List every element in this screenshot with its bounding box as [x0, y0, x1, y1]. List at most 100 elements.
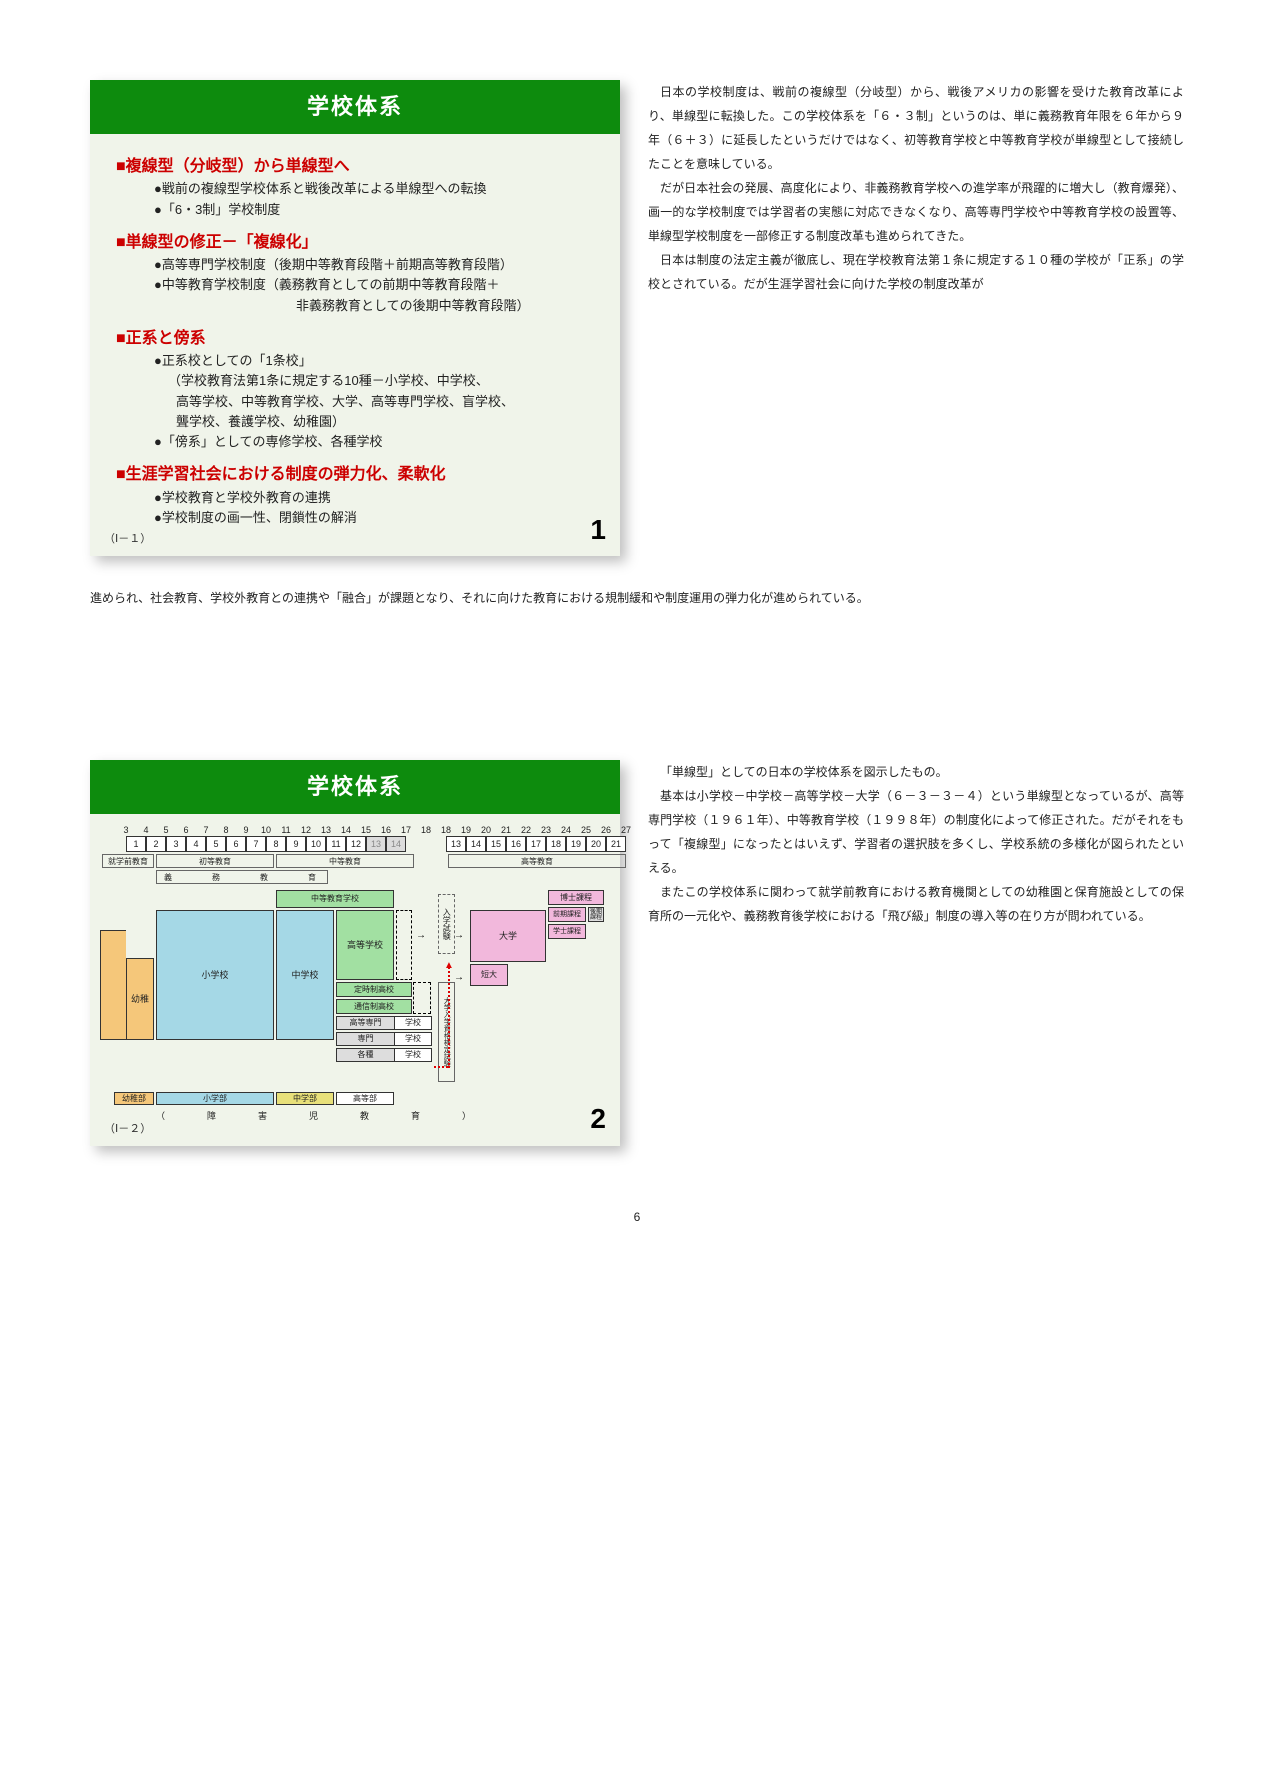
grades-l-cell: 3: [166, 836, 186, 852]
s1-b1b: ●「6・3制」学校制度: [116, 200, 594, 220]
ages-l-cell: 9: [236, 822, 256, 834]
s1-h1: ■複線型（分岐型）から単線型へ: [116, 154, 594, 180]
grades-l-cell: 10: [306, 836, 326, 852]
gakushi-block: 学士課程: [548, 924, 586, 939]
chutou-block: 中等教育学校: [276, 890, 394, 908]
arrow-2: →: [454, 968, 464, 987]
chugakubu-block: 中学部: [276, 1092, 334, 1105]
ages-l-cell: 4: [136, 822, 156, 834]
grades-l-cell: 11: [326, 836, 346, 852]
slide-1-body: ■複線型（分岐型）から単線型へ ●戦前の複線型学校体系と戦後改革による単線型への…: [90, 134, 620, 538]
red-dash-h: [434, 1066, 448, 1068]
grades-l-cell: 4: [186, 836, 206, 852]
ages-left: 3456789101112131415161718: [116, 822, 436, 834]
s1-b3a: ●正系校としての「1条校」: [116, 351, 594, 371]
shougaiji-label: （ 障 害 児 教 育 ）: [156, 1108, 479, 1125]
grades-r-cell: 14: [466, 836, 486, 852]
kakushu-l-block: 各種: [336, 1048, 394, 1062]
slide-2-num: 2: [590, 1092, 606, 1145]
high-label: 高等教育: [448, 854, 626, 868]
dashed-koukou: [396, 910, 412, 980]
page-number: 6: [90, 1206, 1184, 1229]
sec-label: 中等教育: [276, 854, 414, 868]
ages-r-cell: 23: [536, 822, 556, 834]
grades-r-cell: 19: [566, 836, 586, 852]
koukou-block: 高等学校: [336, 910, 394, 980]
tushin-block: 通信制高校: [336, 999, 412, 1014]
gimu-label: 義 務 教 育: [156, 870, 328, 884]
left-scale: 3456789101112131415161718 12345678910111…: [100, 822, 436, 884]
ages-r-cell: 18: [436, 822, 456, 834]
s1-b4b: ●学校制度の画一性、閉鎖性の解消: [116, 508, 594, 528]
red-arrow: ▲: [444, 956, 454, 975]
slide-1: 学校体系 ■複線型（分岐型）から単線型へ ●戦前の複線型学校体系と戦後改革による…: [90, 80, 620, 556]
s1-h3: ■正系と傍系: [116, 326, 594, 352]
para-2c: またこの学校体系に関わって就学前教育における教育機関としての幼稚園と保育施設とし…: [648, 880, 1184, 928]
hakushi-block: 博士課程: [548, 890, 604, 905]
slide-1-header: 学校体系: [90, 80, 620, 134]
grades-l-cell: 1: [126, 836, 146, 852]
dashed-teiji: [413, 982, 431, 1014]
ages-l-cell: 16: [376, 822, 396, 834]
grades-r-cell: 21: [606, 836, 626, 852]
s1-h2: ■単線型の修正－「複線化」: [116, 230, 594, 256]
shushi-go-block: 後期課程: [588, 907, 604, 922]
ages-r-cell: 26: [596, 822, 616, 834]
arrow-0: →: [416, 926, 426, 945]
ages-l-cell: 14: [336, 822, 356, 834]
s1-b2a: ●高等専門学校制度（後期中等教育段階＋前期高等教育段階）: [116, 255, 594, 275]
ages-l-cell: 6: [176, 822, 196, 834]
senmon-r-block: 学校: [394, 1032, 432, 1046]
right-scale: 18192021222324252627 131415161718192021 …: [436, 822, 636, 884]
slide-2-header: 学校体系: [90, 760, 620, 814]
s1-b3b: （学校教育法第1条に規定する10種－小学校、中学校、: [116, 371, 594, 391]
diagram-stage: 幼稚園 小学校 中学校 中等教育学校 高等学校 定時制高校 通信制高校 高等専門…: [100, 890, 610, 1090]
grades-r-cell: 20: [586, 836, 606, 852]
grades-l-cell: 8: [266, 836, 286, 852]
continuation-text: 進められ、社会教育、学校外教育との連携や「融合」が課題となり、それに向けた教育に…: [90, 586, 1184, 610]
s1-b3d: 聾学校、養護学校、幼稚園）: [116, 412, 594, 432]
bottom-row: 幼稚部 小学部 中学部 高等部 （ 障 害 児 教 育 ）: [100, 1092, 610, 1122]
ages-l-cell: 15: [356, 822, 376, 834]
nyushi-label: 入学試験: [438, 894, 455, 954]
ages-l-cell: 17: [396, 822, 416, 834]
ages-r-cell: 19: [456, 822, 476, 834]
para-1b: だが日本社会の発展、高度化により、非義務教育学校への進学率が飛躍的に増大し（教育…: [648, 176, 1184, 248]
ages-l-cell: 12: [296, 822, 316, 834]
grades-l-cell: 12: [346, 836, 366, 852]
section-2: 学校体系 3456789101112131415161718 123456789…: [90, 760, 1184, 1146]
ages-r-cell: 25: [576, 822, 596, 834]
grades-l-cell: 2: [146, 836, 166, 852]
youchibu-block: 幼稚部: [114, 1092, 154, 1105]
tandai-block: 短大: [470, 964, 508, 986]
arrow-1: →: [454, 926, 464, 945]
grades-r-cell: 18: [546, 836, 566, 852]
grades-right: 131415161718192021: [446, 836, 636, 852]
s1-b2c: 非義務教育としての後期中等教育段階）: [116, 296, 594, 316]
ages-l-cell: 13: [316, 822, 336, 834]
ages-right: 18192021222324252627: [436, 822, 636, 834]
grades-r-cell: 16: [506, 836, 526, 852]
grades-l-cell: 6: [226, 836, 246, 852]
s1-b4a: ●学校教育と学校外教育の連携: [116, 488, 594, 508]
ages-r-cell: 21: [496, 822, 516, 834]
s1-b3c: 高等学校、中等教育学校、大学、高等専門学校、盲学校、: [116, 392, 594, 412]
shogakubu-block: 小学部: [156, 1092, 274, 1105]
para-2a: 「単線型」としての日本の学校体系を図示したもの。: [648, 760, 1184, 784]
ages-l-cell: 7: [196, 822, 216, 834]
kosen-r-block: 学校: [394, 1016, 432, 1030]
ages-l-cell: 11: [276, 822, 296, 834]
para-2: 「単線型」としての日本の学校体系を図示したもの。 基本は小学校－中学校－高等学校…: [648, 760, 1184, 1146]
red-dash-v: [448, 964, 450, 1068]
s1-b3e: ●「傍系」としての専修学校、各種学校: [116, 432, 594, 452]
grades-l-cell: 9: [286, 836, 306, 852]
senmon-l-block: 専門: [336, 1032, 394, 1046]
ages-r-cell: 20: [476, 822, 496, 834]
ages-r-cell: 27: [616, 822, 636, 834]
s1-b1a: ●戦前の複線型学校体系と戦後改革による単線型への転換: [116, 179, 594, 199]
slide-1-wrapper: 学校体系 ■複線型（分岐型）から単線型へ ●戦前の複線型学校体系と戦後改革による…: [90, 80, 620, 556]
grades-r-cell: 17: [526, 836, 546, 852]
section-1: 学校体系 ■複線型（分岐型）から単線型へ ●戦前の複線型学校体系と戦後改革による…: [90, 80, 1184, 556]
grades-r-cell: 15: [486, 836, 506, 852]
grades-r-cell: 13: [446, 836, 466, 852]
